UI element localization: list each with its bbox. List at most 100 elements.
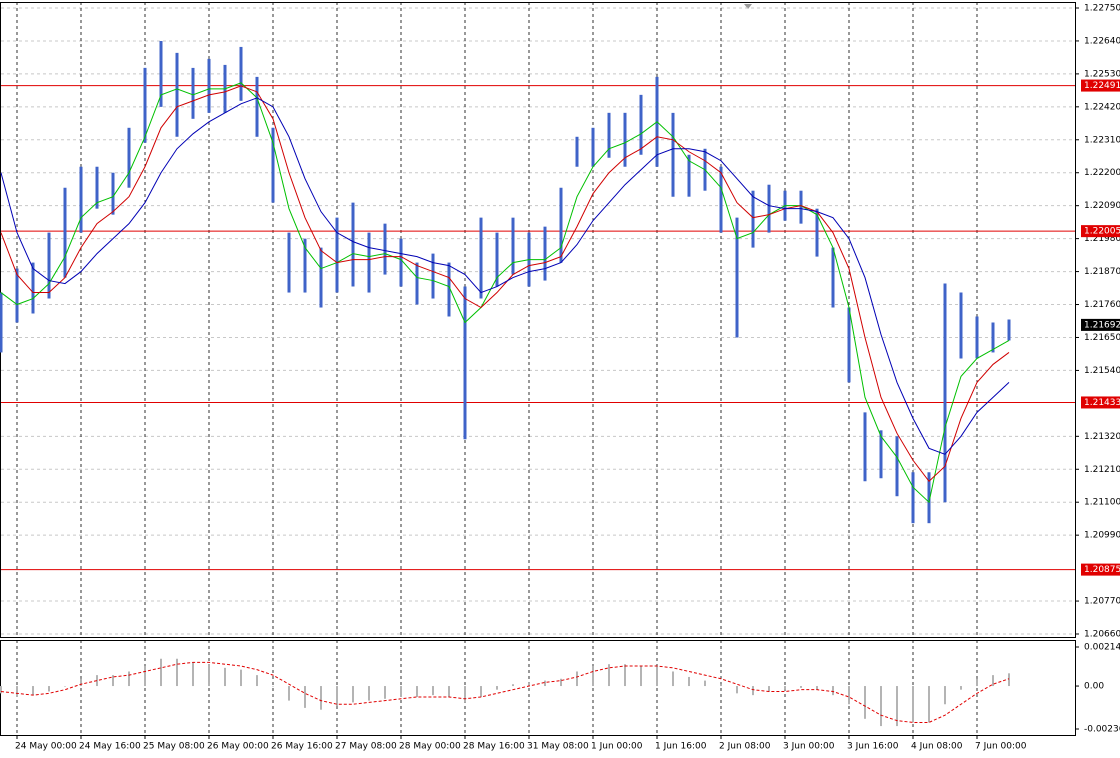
histogram-bar [544, 680, 546, 687]
histogram-bar [400, 686, 402, 697]
y-tick-label: -0.00236 [1084, 724, 1120, 734]
y-tick-label: 1.22530 [1084, 69, 1120, 79]
histogram-bar [752, 686, 754, 696]
y-tick-label: 1.22200 [1084, 168, 1120, 178]
x-tick-label: 26 May 00:00 [207, 742, 269, 752]
histogram-bar [608, 664, 610, 687]
histogram-bar [960, 686, 962, 690]
signal-line [0, 661, 1010, 723]
y-tick-label: 0.002146 [1084, 642, 1120, 652]
y-tick-label: 1.21100 [1084, 498, 1120, 508]
y-tick-label: 1.20660 [1084, 630, 1120, 640]
histogram-bar [800, 686, 802, 688]
histogram-bar [624, 664, 626, 687]
x-tick-label: 26 May 16:00 [271, 742, 333, 752]
histogram-bar [32, 686, 34, 696]
histogram-bar [592, 666, 594, 687]
shift-marker [744, 4, 752, 9]
y-tick-label: 1.21320 [1084, 432, 1120, 442]
level-label: 1.22491 [1084, 81, 1120, 91]
histogram-bar [912, 686, 914, 723]
x-tick-label: 3 Jun 00:00 [783, 742, 835, 752]
histogram-bar [464, 686, 466, 703]
histogram-bar [64, 686, 66, 687]
x-tick-label: 28 May 00:00 [399, 742, 461, 752]
histogram-bar [240, 669, 242, 687]
histogram-bar [320, 686, 322, 710]
y-tick-label: 1.21980 [1084, 234, 1120, 244]
histogram-bar [144, 666, 146, 687]
y-tick-label: 1.22310 [1084, 135, 1120, 145]
histogram-bar [560, 678, 562, 687]
y-tick-label: 1.21540 [1084, 366, 1120, 376]
histogram-bar [304, 686, 306, 708]
histogram-bar [272, 686, 274, 687]
histogram-bar [384, 686, 386, 699]
histogram-bar [192, 662, 194, 687]
histogram-bar [256, 675, 258, 687]
histogram-bar [848, 686, 850, 705]
level-label-box [1081, 563, 1120, 576]
moving-average [0, 82, 1010, 504]
histogram-bar [352, 686, 354, 703]
moving-average [0, 97, 1010, 455]
histogram-bar [512, 684, 514, 687]
x-tick-label: 3 Jun 16:00 [847, 742, 899, 752]
histogram-bar [480, 686, 482, 697]
histogram-bar [96, 675, 98, 687]
x-tick-label: 1 Jun 00:00 [591, 742, 643, 752]
y-tick-label: 1.21210 [1084, 465, 1120, 475]
level-label: 1.21433 [1084, 398, 1120, 408]
histogram-bar [176, 658, 178, 687]
x-tick-label: 2 Jun 08:00 [719, 742, 771, 752]
histogram-bar [640, 666, 642, 687]
histogram-bar [224, 667, 226, 687]
histogram-bar [16, 686, 18, 697]
histogram-bar [704, 680, 706, 687]
histogram-bar [928, 686, 930, 723]
level-label-box [1081, 225, 1120, 238]
y-tick-label: 1.21650 [1084, 333, 1120, 343]
level-label-box [1081, 79, 1120, 92]
histogram-bar [448, 686, 450, 697]
level-label-box [1081, 396, 1120, 409]
histogram-bar [1008, 673, 1010, 687]
last-price-box [1081, 318, 1120, 331]
x-tick-label: 24 May 16:00 [79, 742, 141, 752]
histogram-bar [432, 686, 434, 696]
last-price-label: 1.21692 [1084, 320, 1120, 330]
x-tick-label: 31 May 08:00 [527, 742, 589, 752]
histogram-bar [720, 684, 722, 687]
histogram-bar [944, 686, 946, 705]
x-tick-label: 25 May 08:00 [143, 742, 205, 752]
histogram-bar [80, 678, 82, 687]
y-tick-label: 1.21760 [1084, 300, 1120, 310]
moving-average [0, 85, 1010, 482]
histogram-bar [336, 686, 338, 707]
y-tick-label: 1.20990 [1084, 531, 1120, 541]
histogram-bar [672, 671, 674, 687]
y-tick-label: 1.22420 [1084, 102, 1120, 112]
x-tick-label: 24 May 00:00 [15, 742, 77, 752]
histogram-bar [816, 686, 818, 690]
level-label: 1.20875 [1084, 565, 1120, 575]
histogram-bar [416, 686, 418, 697]
x-tick-label: 4 Jun 08:00 [911, 742, 963, 752]
histogram-bar [368, 686, 370, 701]
histogram-bar [528, 682, 530, 687]
histogram-bar [784, 686, 786, 690]
histogram-bar [576, 671, 578, 687]
histogram-bar [736, 686, 738, 694]
histogram-bar [496, 686, 498, 690]
histogram-bar [208, 664, 210, 687]
y-tick-label: 1.22750 [1084, 3, 1120, 13]
x-tick-label: 1 Jun 16:00 [655, 742, 707, 752]
histogram-bar [0, 686, 2, 694]
y-tick-label: 0.00 [1084, 682, 1104, 692]
x-tick-label: 27 May 08:00 [335, 742, 397, 752]
histogram-bar [832, 686, 834, 696]
y-tick-label: 1.22640 [1084, 36, 1120, 46]
histogram-bar [160, 658, 162, 687]
